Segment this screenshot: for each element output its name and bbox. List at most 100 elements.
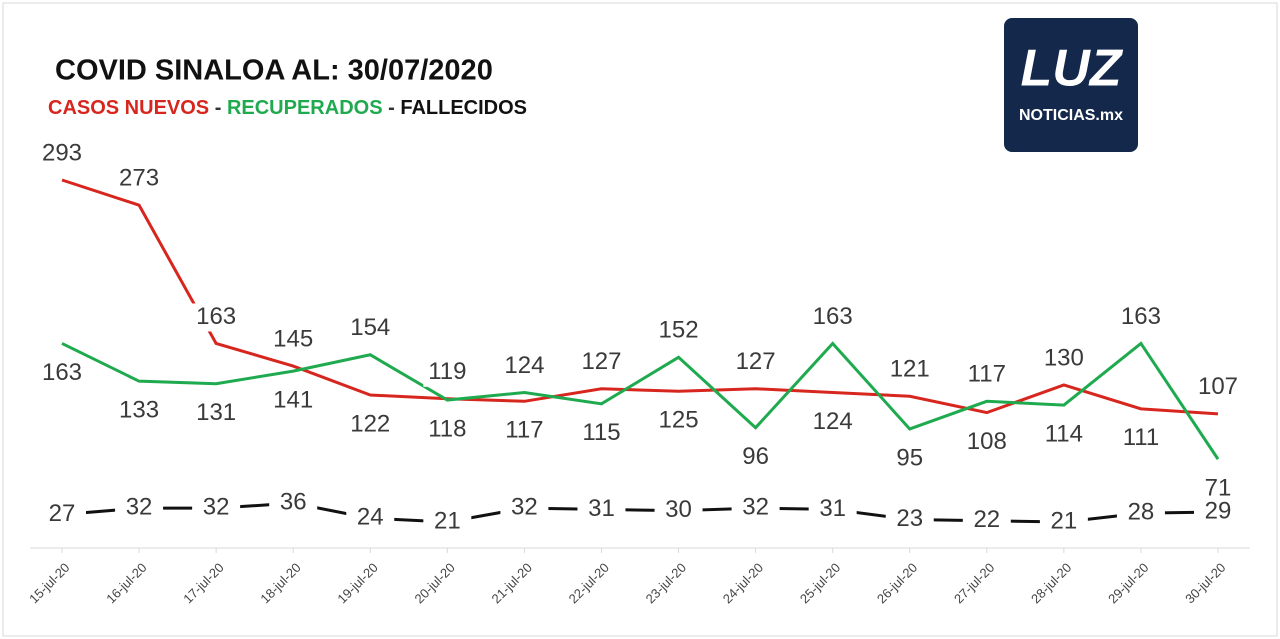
data-label-group: 22 [962, 506, 1011, 535]
data-label-bg [192, 494, 241, 523]
data-label: 32 [203, 494, 230, 521]
data-label-group: 119 [423, 358, 472, 387]
data-label-group: 32 [115, 494, 164, 523]
data-label-bg [731, 443, 780, 472]
data-label-bg [192, 399, 241, 428]
data-label-group: 108 [962, 428, 1011, 457]
data-label: 122 [350, 410, 390, 437]
data-label: 118 [428, 415, 466, 442]
data-label: 131 [196, 399, 236, 426]
data-label: 127 [581, 348, 621, 375]
legend-entry: CASOS NUEVOS [48, 97, 209, 119]
data-label-group: 163 [1116, 303, 1165, 332]
data-label-group: 152 [654, 317, 703, 346]
data-label-group: 111 [1116, 424, 1165, 453]
data-label: 71 [1205, 474, 1232, 501]
data-label-bg [1116, 499, 1165, 528]
data-label-group: 118 [423, 415, 472, 445]
data-label-group: 32 [731, 494, 780, 523]
data-label: 145 [273, 325, 313, 352]
data-label: 114 [1045, 420, 1083, 447]
data-label: 27 [49, 500, 76, 527]
data-label: 141 [273, 386, 313, 413]
logo-text: LUZ [1020, 40, 1123, 98]
data-label-group: 36 [269, 488, 318, 518]
data-label-bg [577, 419, 626, 448]
data-label-bg [192, 303, 241, 332]
line [61, 501, 1219, 524]
data-label-group: 133 [115, 397, 164, 426]
data-label-group: 121 [885, 356, 934, 385]
data-label-bg [269, 387, 318, 416]
data-label-group: 23 [885, 505, 934, 534]
legend-entry: FALLECIDOS [400, 97, 527, 119]
data-label: 21 [1051, 507, 1078, 534]
data-label: 119 [428, 358, 466, 385]
data-label-bg [423, 416, 472, 445]
data-label-group: 124 [500, 352, 549, 381]
data-label: 293 [42, 139, 82, 166]
data-label-bg [654, 496, 703, 525]
data-label-group: 107 [1194, 373, 1242, 402]
data-label-group: 163 [38, 359, 86, 388]
data-label-bg [654, 407, 703, 436]
data-label-bg [962, 361, 1011, 390]
data-label-group: 131 [192, 399, 241, 428]
data-label: 28 [1128, 499, 1155, 526]
data-label-bg [500, 352, 549, 381]
data-label-bg [1116, 424, 1165, 453]
data-label-bg [38, 500, 86, 529]
data-label: 111 [1123, 424, 1159, 451]
legend-separator: - [215, 97, 222, 119]
data-label: 29 [1205, 497, 1232, 524]
data-label-bg [577, 348, 626, 377]
data-label: 121 [890, 356, 930, 383]
data-label: 163 [1121, 303, 1161, 330]
data-label-group: 114 [1039, 420, 1088, 450]
logo: LUZ NOTICIAS.mx [1004, 18, 1138, 152]
data-label-group: 127 [731, 348, 780, 377]
data-label-group: 117 [962, 361, 1011, 390]
data-label: 115 [582, 419, 620, 446]
chart-title: COVID SINALOA AL: 30/07/2020 [55, 55, 493, 87]
legend-separator: - [388, 97, 395, 119]
data-label-group: 29 [1194, 497, 1242, 526]
data-label: 154 [350, 314, 390, 341]
data-label: 32 [511, 494, 538, 521]
data-label-bg [115, 165, 164, 194]
data-label-group: 21 [1039, 507, 1088, 536]
data-label-group: 117 [500, 417, 549, 446]
data-label: 96 [742, 443, 769, 470]
data-label-bg [115, 397, 164, 426]
data-label: 21 [434, 507, 461, 534]
data-label-bg [1039, 508, 1088, 536]
data-label: 163 [196, 303, 236, 330]
data-label-group: 141 [269, 386, 318, 416]
data-label-bg [1194, 373, 1242, 402]
data-label-group: 125 [654, 407, 703, 436]
data-label-group: 163 [192, 303, 241, 332]
data-label-group: 32 [500, 494, 549, 523]
data-label: 22 [973, 506, 1000, 533]
data-label-bg [500, 494, 549, 523]
data-label-group: 28 [1116, 499, 1165, 528]
legend: CASOS NUEVOS - RECUPERADOS - FALLECIDOS [48, 97, 527, 119]
data-label: 36 [280, 488, 307, 515]
data-label: 108 [967, 428, 1007, 455]
data-label: 133 [119, 397, 159, 424]
data-label-bg [885, 505, 934, 534]
data-label: 24 [357, 504, 384, 531]
logo-subtext: NOTICIAS.mx [1019, 107, 1123, 124]
data-label-bg [423, 358, 472, 387]
data-label-group: 30 [654, 496, 703, 525]
data-label-bg [808, 495, 857, 524]
data-label-bg [577, 495, 626, 524]
data-label-group: 96 [731, 443, 780, 472]
data-label: 124 [813, 408, 853, 435]
data-label-bg [269, 489, 318, 518]
data-label-bg [115, 494, 164, 523]
data-label-group: 163 [808, 303, 857, 332]
data-label-bg [38, 359, 86, 388]
data-label-bg [1039, 344, 1088, 373]
data-label-bg [38, 140, 86, 168]
